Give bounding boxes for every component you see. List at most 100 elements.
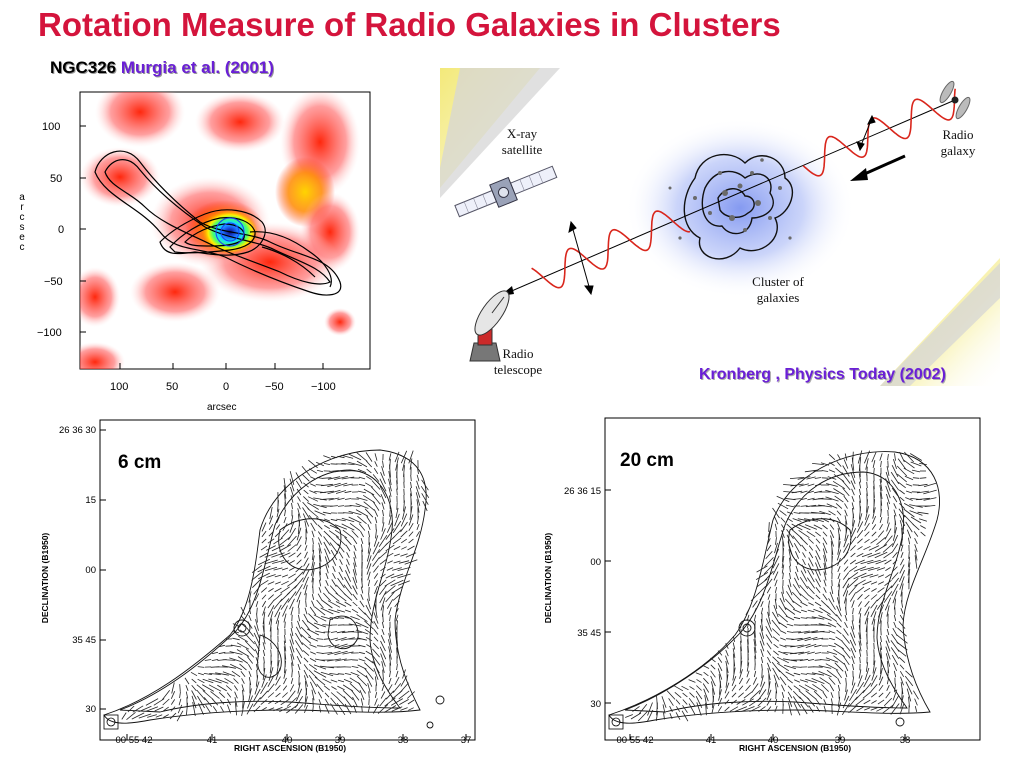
polarization-vector <box>864 538 870 544</box>
polarization-vector <box>864 531 870 537</box>
polarization-vector <box>395 507 399 519</box>
polarization-vector <box>219 644 225 648</box>
polarization-vector <box>271 544 285 552</box>
polarization-vector <box>857 513 863 527</box>
polarization-vector <box>822 524 828 530</box>
polarization-vector <box>825 657 839 663</box>
polarization-vector <box>276 508 280 518</box>
polarization-vector <box>805 504 817 508</box>
polarization-vector <box>268 523 274 531</box>
polarization-vector <box>288 552 296 558</box>
polarization-vector <box>394 513 400 527</box>
polarization-vector <box>280 698 290 706</box>
polarization-vector <box>815 531 821 537</box>
polarization-vector <box>304 607 308 615</box>
polarization-vector <box>872 507 876 519</box>
polarization-vector <box>416 523 420 531</box>
polarization-vector <box>748 697 762 707</box>
polarization-vector <box>675 699 681 705</box>
polarization-vector <box>235 702 237 716</box>
polarization-vector <box>358 523 366 531</box>
polarization-vector <box>417 467 419 475</box>
polarization-vector <box>805 690 817 700</box>
polarization-vector <box>313 503 327 509</box>
polarization-vector <box>879 612 883 624</box>
polarization-vector <box>336 518 346 522</box>
polarization-vector <box>792 666 802 668</box>
polarization-vector <box>405 552 417 558</box>
polarization-vector <box>422 500 428 512</box>
polarization-vector <box>823 587 827 593</box>
polarization-vector <box>316 517 324 523</box>
polarization-vector <box>407 545 415 551</box>
polarization-vector <box>225 685 233 691</box>
polarization-vector <box>874 544 888 552</box>
polarization-vector <box>880 635 882 643</box>
polarization-vector <box>290 515 294 525</box>
polarization-vector <box>910 461 922 467</box>
polarization-vector <box>304 551 308 559</box>
polarization-vector <box>822 593 828 601</box>
y-tick: 30 <box>590 699 601 710</box>
polarization-vector <box>793 498 801 500</box>
polarization-vector <box>303 557 309 567</box>
polarization-vector <box>777 502 789 510</box>
polarization-vector <box>909 453 923 461</box>
polarization-vector <box>374 692 378 698</box>
polarization-vector <box>772 667 780 681</box>
polarization-vector <box>273 593 283 601</box>
radio-telescope-icon <box>469 290 510 362</box>
polarization-vector <box>831 698 833 706</box>
polarization-vector <box>811 517 825 523</box>
polarization-vector <box>177 704 183 714</box>
polarization-vector <box>823 579 827 587</box>
polarization-vector <box>798 684 810 692</box>
polarization-vector <box>731 684 737 692</box>
polarization-vector <box>837 578 841 588</box>
polarization-vector <box>860 566 874 572</box>
polarization-vector <box>352 585 358 595</box>
polarization-vector <box>838 534 840 548</box>
polarization-vector <box>812 463 824 465</box>
polarization-vector <box>837 522 841 532</box>
polarization-vector <box>844 622 848 628</box>
polarization-vector <box>394 600 400 608</box>
polarization-vector <box>310 681 316 695</box>
polarization-vector <box>420 485 430 499</box>
polarization-vector <box>914 538 918 544</box>
x-tick: −50 <box>265 381 284 393</box>
polarization-vector <box>334 643 348 649</box>
polarization-vector <box>781 684 785 692</box>
polarization-vector <box>892 551 898 559</box>
polarization-vector <box>814 490 822 494</box>
polarization-vector <box>324 704 330 714</box>
polarization-vector <box>725 674 729 688</box>
polarization-vector <box>374 461 378 467</box>
polarization-vector <box>787 685 793 691</box>
polarization-vector <box>834 662 844 672</box>
map20-y-ticks: 26 36 15 00 35 45 30 <box>564 486 601 710</box>
polarization-vector <box>760 648 764 658</box>
polarization-vector <box>296 488 302 496</box>
polarization-vector <box>797 523 811 531</box>
polarization-vector <box>388 471 392 485</box>
polarization-vector <box>786 511 794 515</box>
polarization-vector <box>132 705 144 713</box>
polarization-vector <box>321 599 333 609</box>
polarization-vector <box>807 569 815 583</box>
polarization-vector <box>399 699 409 705</box>
polarization-vector <box>773 515 779 525</box>
polarization-vector <box>717 668 723 680</box>
polarization-vector <box>388 478 392 492</box>
polarization-vector <box>884 597 892 611</box>
polarization-vector <box>850 520 856 534</box>
polarization-vector <box>837 528 841 540</box>
polarization-vector <box>311 600 315 608</box>
polarization-vector <box>344 490 352 494</box>
polarization-vector <box>393 546 401 550</box>
polarization-vector <box>743 691 753 699</box>
polarization-vector <box>858 473 862 483</box>
polarization-vector <box>281 580 289 586</box>
polarization-vector <box>327 489 341 495</box>
polarization-vector <box>859 495 861 503</box>
